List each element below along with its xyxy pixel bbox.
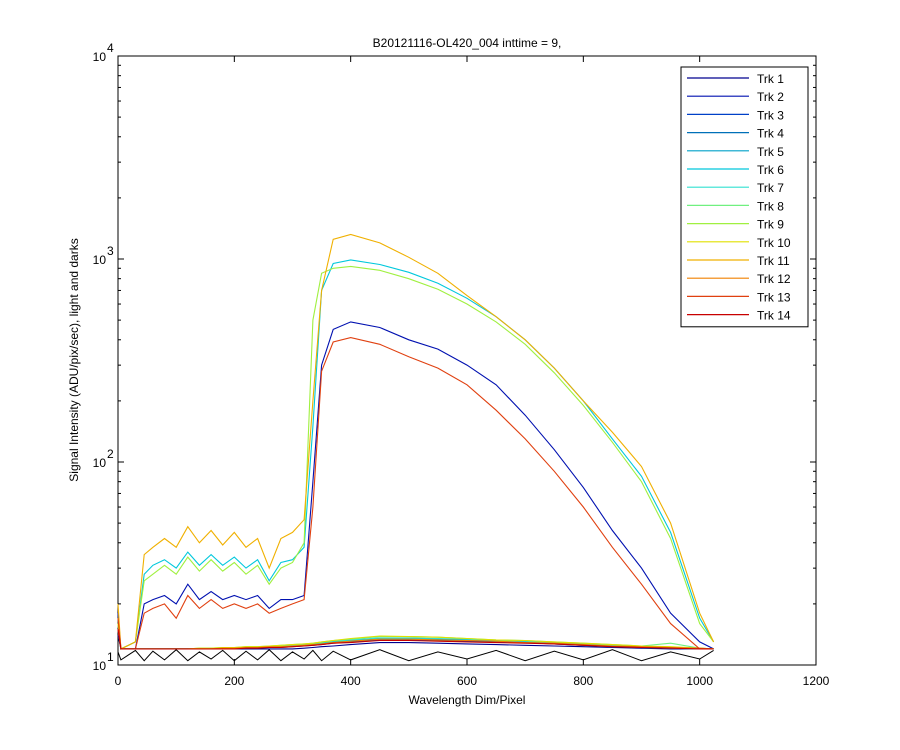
series-line [117,233,715,650]
legend-label: Trk 1 [757,72,784,86]
y-tick-label: 10 [93,253,107,267]
legend-label: Trk 3 [757,108,784,122]
legend-label: Trk 7 [757,181,784,195]
legend-label: Trk 4 [757,127,784,141]
legend-label: Trk 6 [757,163,784,177]
x-tick-label: 600 [457,674,477,688]
legend-label: Trk 2 [757,90,784,104]
y-tick-label: 10 [93,50,107,64]
x-tick-label: 1200 [803,674,830,688]
chart-title: B20121116-OL420_004 inttime = 9, [373,36,562,50]
legend: Trk 1 Trk 2 Trk 3 Trk 4 Trk 5 Trk 6 Trk 7 Trk 8… [680,66,809,328]
legend-label: Trk 9 [757,218,784,232]
legend-label: Trk 8 [757,199,784,213]
legend-label: Trk 11 [757,254,790,268]
x-axis-label: Wavelength Dim/Pixel [409,693,526,707]
y-tick-exponent: 2 [107,447,114,461]
x-tick-label: 400 [341,674,361,688]
legend-label: Trk 10 [757,236,791,250]
series-line [117,337,714,650]
legend-label: Trk 13 [757,290,791,304]
legend-label: Trk 14 [757,309,791,323]
y-tick-label: 10 [93,456,107,470]
y-tick-label: 10 [93,659,107,673]
legend-label: Trk 12 [757,272,791,286]
series-line [117,265,715,650]
y-tick-exponent: 4 [107,41,114,55]
series-line [117,629,714,650]
x-tick-label: 0 [115,674,122,688]
x-tick-label: 1000 [686,674,713,688]
dark-line [117,649,714,662]
x-tick-label: 800 [573,674,593,688]
y-tick-exponent: 3 [107,244,114,258]
y-axis-label: Signal Intensity (ADU/pix/sec), light an… [67,238,81,481]
y-tick-exponent: 1 [107,650,114,664]
lines [117,233,715,662]
legend-box [680,66,809,328]
x-tick-label: 200 [224,674,244,688]
legend-label: Trk 5 [757,145,784,159]
